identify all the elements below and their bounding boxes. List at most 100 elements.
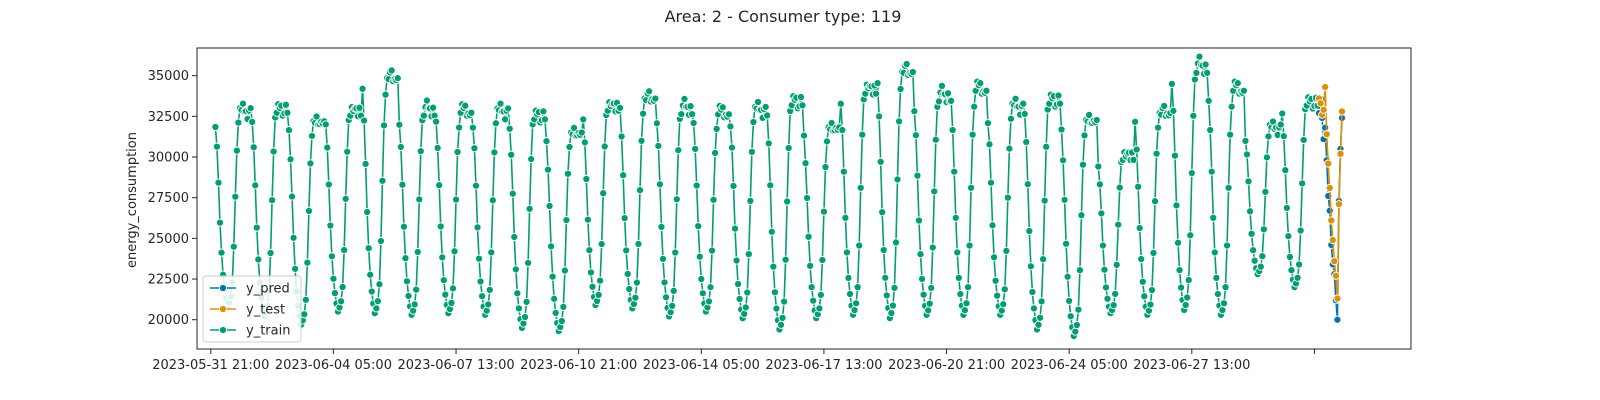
data-point: [1036, 313, 1045, 322]
data-point: [1115, 183, 1124, 192]
data-point: [215, 218, 225, 227]
data-point: [1114, 220, 1123, 229]
data-point: [1006, 114, 1015, 123]
data-point: [524, 258, 533, 267]
data-point: [963, 283, 973, 292]
data-point: [1092, 115, 1101, 125]
data-point: [1264, 132, 1273, 141]
data-point: [983, 119, 992, 128]
x-tick-label: 2023-06-10 21:00: [520, 358, 637, 373]
data-point: [882, 291, 891, 300]
data-point: [527, 155, 536, 164]
data-point: [746, 196, 755, 205]
data-point: [413, 247, 422, 256]
legend-label: y_pred: [246, 282, 290, 297]
data-point: [490, 148, 499, 157]
data-point: [850, 306, 859, 315]
data-point: [252, 223, 261, 232]
data-point: [967, 183, 976, 192]
data-point: [1137, 254, 1146, 264]
data-point: [412, 285, 421, 294]
data-point: [924, 306, 933, 315]
data-point: [268, 196, 277, 205]
data-point: [1150, 197, 1160, 206]
data-point: [1085, 110, 1094, 119]
data-point: [734, 279, 743, 289]
data-point: [1187, 168, 1196, 178]
data-point: [1170, 151, 1179, 160]
data-point: [744, 250, 753, 259]
data-point: [695, 252, 704, 261]
legend-swatch-marker: [218, 283, 228, 293]
data-point: [577, 128, 586, 137]
data-point: [968, 130, 977, 139]
data-point: [470, 144, 479, 153]
y-axis: 20000 22500 25000 27500 30000 32500 35000: [148, 69, 197, 328]
data-point: [323, 143, 332, 152]
data-point: [619, 171, 628, 180]
data-point: [585, 246, 594, 255]
data-point: [525, 204, 534, 213]
data-point: [988, 221, 997, 230]
data-point: [329, 274, 338, 283]
data-point: [1160, 101, 1169, 110]
data-point: [916, 250, 925, 259]
data-point: [697, 274, 706, 284]
data-point: [1065, 296, 1074, 305]
data-point: [1337, 107, 1347, 116]
data-point: [1167, 79, 1176, 88]
data-point: [1154, 123, 1163, 132]
data-point: [1325, 183, 1334, 192]
data-point: [511, 265, 520, 274]
data-point: [451, 195, 461, 204]
data-point: [827, 118, 836, 128]
data-point: [1138, 277, 1147, 286]
data-point: [1078, 160, 1088, 169]
data-point: [304, 206, 313, 215]
data-point: [467, 108, 476, 117]
data-point: [596, 276, 605, 285]
data-point: [438, 253, 447, 262]
data-point: [686, 102, 695, 111]
data-point: [1192, 68, 1201, 77]
data-point: [1330, 257, 1339, 266]
series-y-test: [1314, 83, 1347, 303]
data-point: [367, 287, 376, 296]
data-point: [1259, 225, 1268, 234]
data-point: [780, 297, 789, 306]
data-point: [387, 66, 396, 75]
data-point: [1262, 153, 1271, 162]
data-point: [540, 115, 550, 124]
data-point: [658, 254, 668, 263]
y-axis-label: energy_consumption: [125, 132, 140, 268]
data-point: [951, 213, 960, 222]
data-point: [747, 147, 756, 156]
data-point: [809, 296, 818, 305]
data-point: [399, 222, 408, 231]
data-point: [925, 299, 934, 308]
data-point: [1172, 201, 1181, 210]
data-point: [1055, 99, 1065, 108]
data-point: [1282, 203, 1291, 212]
data-point: [919, 290, 928, 299]
data-point: [1020, 109, 1029, 118]
data-point: [363, 208, 372, 217]
data-point: [783, 197, 792, 206]
data-point: [378, 176, 387, 185]
data-point: [496, 99, 505, 108]
data-point: [816, 290, 825, 299]
legend-item: y_train: [210, 324, 290, 339]
data-point: [238, 99, 248, 108]
data-point: [680, 94, 689, 103]
data-point: [1333, 315, 1342, 324]
y-tick-label: 30000: [148, 151, 189, 166]
data-point: [251, 181, 260, 190]
data-point: [781, 255, 790, 264]
data-point: [712, 124, 721, 133]
data-point: [1173, 238, 1183, 247]
data-point: [822, 137, 832, 146]
y-tick-label: 20000: [148, 313, 189, 328]
data-point: [1029, 304, 1038, 313]
data-point: [694, 222, 703, 231]
data-point: [513, 289, 522, 298]
